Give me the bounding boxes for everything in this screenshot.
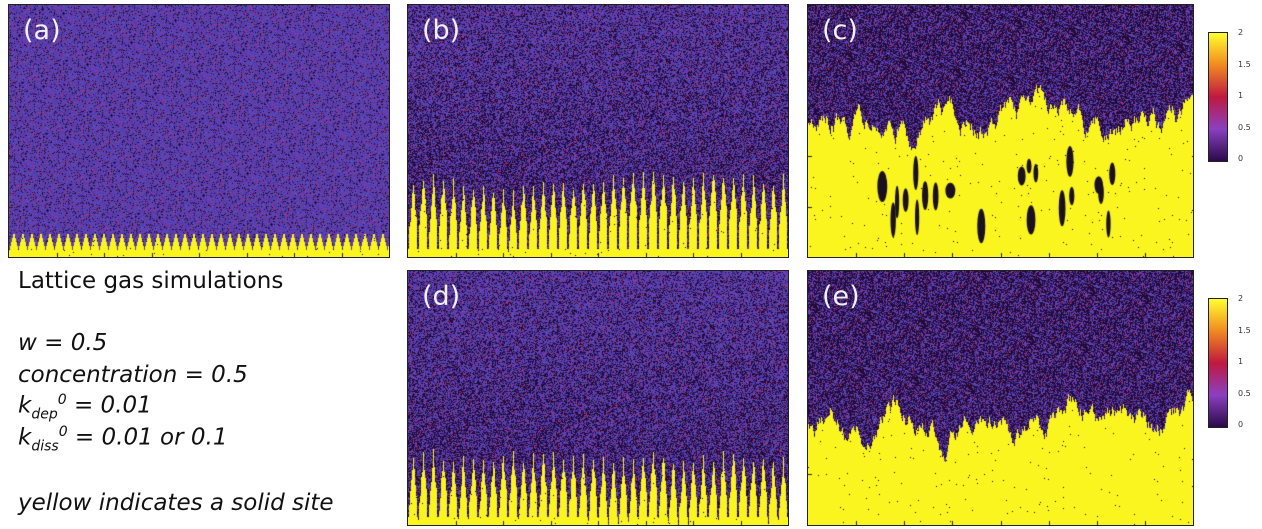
param-kdep: kdep0 = 0.01 xyxy=(18,392,152,422)
panel-e-image xyxy=(808,271,1193,525)
kdiss-superscript: 0 xyxy=(58,424,68,440)
panel-b-image xyxy=(408,5,788,257)
kdiss-subscript: diss xyxy=(31,438,59,455)
info-title: Lattice gas simulations xyxy=(18,268,284,294)
kdiss-value: = 0.01 or 0.1 xyxy=(67,424,228,451)
colorbar-tick: 1.5 xyxy=(1238,326,1251,335)
panel-a-label: (a) xyxy=(23,15,61,46)
param-w: w = 0.5 xyxy=(18,330,108,356)
panel-c-image xyxy=(808,5,1193,257)
panel-c-label: (c) xyxy=(822,15,858,46)
panel-a: (a) xyxy=(8,4,390,258)
colorbar-tick: 1 xyxy=(1238,91,1244,100)
param-kdiss: kdiss0 = 0.01 or 0.1 xyxy=(18,424,227,454)
param-concentration: concentration = 0.5 xyxy=(18,362,248,388)
colorbar-tick: 1 xyxy=(1238,357,1244,366)
kdiss-symbol: k xyxy=(18,424,32,451)
colorbar-tick: 2 xyxy=(1238,28,1244,37)
colorbar-tick: 0 xyxy=(1238,154,1244,163)
kdep-symbol: k xyxy=(18,392,32,419)
panel-e-label: (e) xyxy=(822,281,860,312)
panel-b-label: (b) xyxy=(422,15,461,46)
colorbar-tick: 0.5 xyxy=(1238,123,1251,132)
panel-c: (c) xyxy=(807,4,1194,258)
panel-d-label: (d) xyxy=(422,281,461,312)
colorbar-tick: 1.5 xyxy=(1238,60,1251,69)
panel-a-image xyxy=(9,5,389,257)
kdep-superscript: 0 xyxy=(57,392,67,408)
panel-b: (b) xyxy=(407,4,789,258)
info-note: yellow indicates a solid site xyxy=(18,490,334,516)
kdep-value: = 0.01 xyxy=(66,392,152,419)
colorbar-tick: 0.5 xyxy=(1238,389,1251,398)
info-block: Lattice gas simulations w = 0.5 concentr… xyxy=(18,268,398,526)
colorbar-tick: 2 xyxy=(1238,294,1244,303)
panel-d-image xyxy=(408,271,788,525)
kdep-subscript: dep xyxy=(31,406,58,423)
panel-d: (d) xyxy=(407,270,789,526)
colorbar-tick: 0 xyxy=(1238,420,1244,429)
colorbar-top xyxy=(1208,32,1228,162)
colorbar-bottom xyxy=(1208,298,1228,428)
panel-e: (e) xyxy=(807,270,1194,526)
